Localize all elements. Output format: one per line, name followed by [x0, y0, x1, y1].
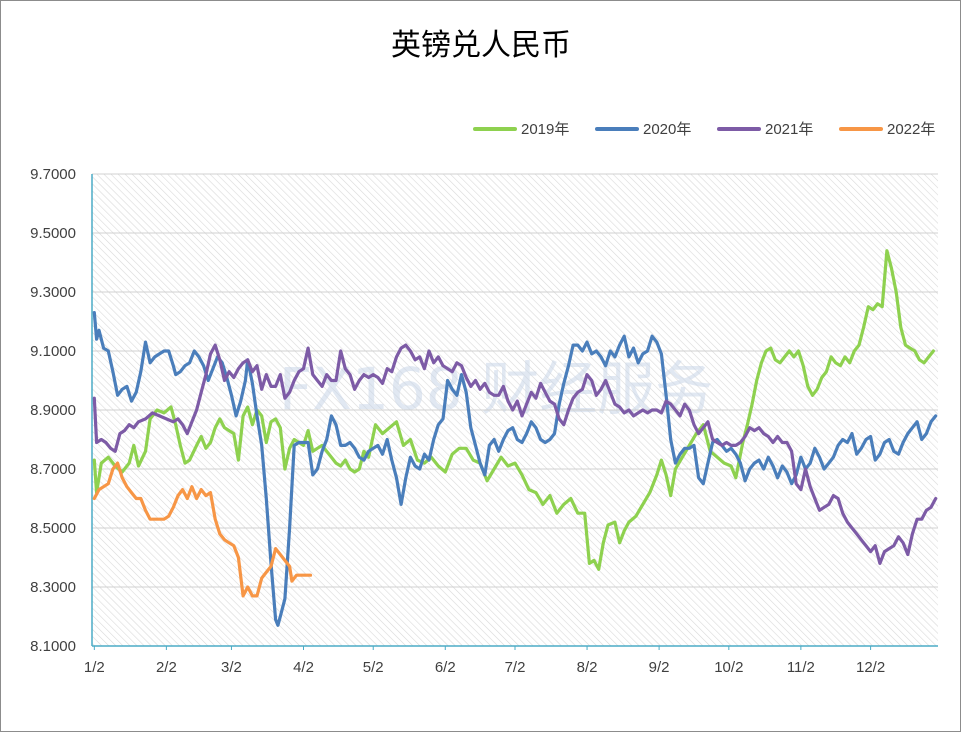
series-line-2020: [92, 311, 938, 627]
y-tick-label: 8.3000: [30, 579, 76, 596]
x-tick-label: 8/2: [577, 659, 598, 676]
x-axis-ticks: 1/2 2/2 3/2 4/2 5/2 6/2 7/2 8/2 9/2 10/2 11/2 12/2: [84, 646, 885, 676]
series-line-2022: [92, 461, 313, 598]
x-tick-label: 7/2: [505, 659, 526, 676]
y-axis-ticks: 9.7000 9.5000 9.3000 9.1000 8.9000 8.7000 8.50…: [30, 166, 76, 655]
x-tick-label: 1/2: [84, 659, 105, 676]
x-tick-label: 9/2: [649, 659, 670, 676]
series-line-2021: [92, 343, 938, 566]
legend-label: 2019年: [521, 121, 569, 138]
x-tick-label: 11/2: [787, 659, 815, 676]
chart-title: 英镑兑人民币: [391, 28, 571, 63]
y-tick-label: 9.7000: [30, 166, 76, 183]
legend-label: 2022年: [887, 121, 935, 138]
x-tick-label: 12/2: [856, 659, 885, 676]
y-tick-label: 8.7000: [30, 461, 76, 478]
series-line-2019: [92, 249, 936, 571]
series-layer: [92, 249, 938, 627]
x-tick-label: 3/2: [221, 659, 242, 676]
y-tick-label: 8.1000: [30, 638, 76, 655]
y-tick-label: 8.5000: [30, 520, 76, 537]
x-tick-label: 10/2: [714, 659, 743, 676]
legend: 2019年 2020年 2021年 2022年: [473, 121, 935, 138]
x-tick-label: 4/2: [293, 659, 314, 676]
x-tick-label: 5/2: [363, 659, 384, 676]
x-tick-label: 2/2: [156, 659, 177, 676]
y-tick-label: 8.9000: [30, 402, 76, 419]
y-tick-label: 9.1000: [30, 343, 76, 360]
x-tick-label: 6/2: [435, 659, 456, 676]
y-tick-label: 9.3000: [30, 284, 76, 301]
legend-label: 2020年: [643, 121, 691, 138]
legend-label: 2021年: [765, 121, 813, 138]
y-tick-label: 9.5000: [30, 225, 76, 242]
